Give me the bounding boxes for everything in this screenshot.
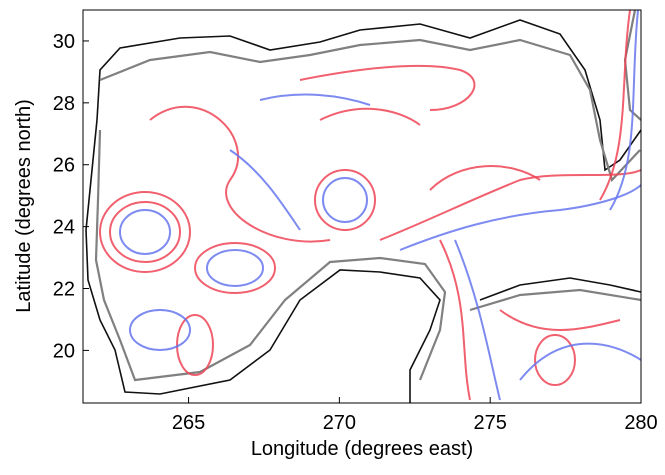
y-tick-label: 30 [53,31,75,53]
x-tick-label: 270 [323,412,356,434]
y-tick-label: 24 [53,217,75,239]
x-tick-label: 265 [172,412,205,434]
y-axis-label: Latitude (degrees north) [13,99,35,312]
plot-frame [82,9,642,404]
x-axis-label: Longitude (degrees east) [251,438,473,460]
x-tick-label: 280 [624,412,657,434]
y-tick-label: 22 [53,279,75,301]
y-tick-label: 26 [53,155,75,177]
flow-structures [99,9,642,401]
coastline [85,9,642,403]
y-tick-label: 20 [53,340,75,362]
y-tick-label: 28 [53,93,75,115]
x-tick-label: 275 [474,412,507,434]
